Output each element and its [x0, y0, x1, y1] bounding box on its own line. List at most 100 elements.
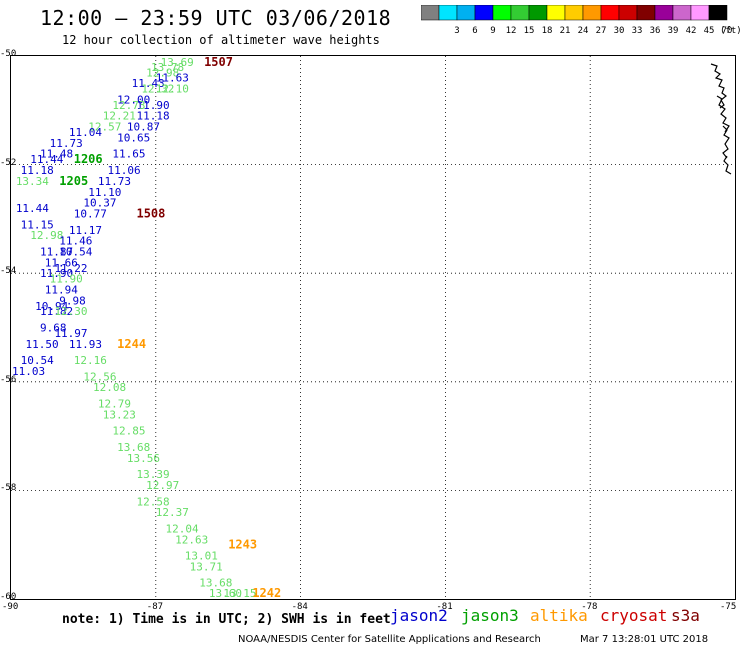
wave-height-label: 11.73 [50, 137, 83, 150]
latitude-tick-label: -52 [0, 157, 17, 168]
wave-height-label: 12.00 [117, 93, 150, 106]
wave-height-label: 11.44 [16, 202, 49, 215]
wave-height-label: 10.87 [127, 121, 160, 134]
color-swatch-label: 21 [559, 26, 571, 36]
wave-height-label: 9.68 [40, 322, 67, 335]
color-swatch-label: 9 [490, 26, 496, 36]
credit-timestamp: Mar 7 13:28:01 UTC 2018 [580, 634, 709, 645]
color-swatch-label: 70 [721, 26, 733, 36]
wave-height-label: 12.32 [141, 83, 174, 96]
longitude-tick-label: -75 [720, 602, 737, 612]
wave-height-label: 12.04 [165, 522, 198, 535]
color-swatch-label: 6 [472, 26, 478, 36]
credit-line: NOAA/NESDIS Center for Satellite Applica… [238, 634, 541, 645]
wave-height-label: 11.63 [156, 72, 189, 85]
wave-height-label: 10.54 [21, 354, 54, 367]
color-scale-swatches [420, 4, 728, 21]
wave-height-label: 11.04 [69, 126, 102, 139]
color-swatch-label: 12 [505, 26, 517, 36]
longitude-tick-label: -81 [436, 602, 453, 612]
color-swatch-label: 15 [523, 26, 535, 36]
color-swatch-label: 18 [541, 26, 553, 36]
wave-height-label: 11.03 [12, 365, 45, 378]
wave-height-label: 11.90 [40, 267, 73, 280]
color-swatch-label: 3 [454, 26, 460, 36]
latitude-tick-label: -54 [0, 266, 17, 277]
wave-height-label: 10.77 [74, 207, 107, 220]
color-swatch [438, 4, 458, 21]
page-title: 12:00 – 23:59 UTC 03/06/2018 [40, 6, 392, 30]
legend-item-altika: altika [530, 606, 588, 625]
longitude-tick-label: -87 [146, 602, 164, 612]
wave-height-label: 12.16 [74, 354, 107, 367]
wave-height-label: 11.90 [50, 273, 83, 286]
wave-height-label: 11.46 [59, 235, 92, 248]
color-swatch [546, 4, 566, 21]
wave-height-label: 12.10 [156, 83, 189, 96]
wave-height-label: 13.56 [127, 452, 160, 465]
color-swatch [636, 4, 656, 21]
color-scale: (ft) 3 6 9 12 15 18 21 24 27 30 33 36 39 42 45 70 [420, 4, 740, 45]
wave-height-label: 11.18 [136, 110, 169, 123]
color-swatch [582, 4, 602, 21]
color-swatch [528, 4, 548, 21]
color-swatch [618, 4, 638, 21]
wave-height-label: 11.97 [54, 327, 87, 340]
wave-height-label: 12.98 [30, 229, 63, 242]
wave-height-label: 13.68 [117, 441, 150, 454]
color-swatch-label: 33 [631, 26, 643, 36]
color-swatch [600, 4, 620, 21]
legend-item-jason2: jason2 [390, 606, 448, 625]
coastline [722, 125, 730, 159]
pass-time-label: 1242 [252, 586, 281, 599]
wave-height-label: 12.30 [54, 305, 87, 318]
wave-height-label: 13.60 [209, 587, 242, 599]
latitude-tick-label: -60 [0, 592, 17, 602]
latitude-tick-label: -58 [0, 483, 17, 494]
wave-height-label: 13.01 [185, 550, 218, 563]
wave-height-label: 12.58 [136, 495, 169, 508]
longitude-tick-label: -84 [291, 602, 308, 612]
pass-time-label: 1507 [204, 56, 233, 69]
wave-height-label: 9.98 [59, 294, 85, 307]
wave-height-label: 13.15 [223, 587, 256, 599]
coastline [716, 95, 730, 133]
wave-height-label: 12.08 [93, 381, 126, 394]
wave-height-label: 11.87 [40, 245, 73, 258]
wave-height-label: 11.94 [45, 283, 78, 296]
wave-height-label: 11.73 [98, 175, 131, 188]
wave-height-label: 11.43 [132, 77, 165, 90]
color-swatch [672, 4, 692, 21]
wave-height-label: 12.21 [103, 110, 136, 123]
wave-height-label: 11.06 [108, 164, 141, 177]
footer-note: note: 1) Time is in UTC; 2) SWH is in fe… [62, 612, 391, 627]
wave-height-label: 12.79 [98, 398, 131, 411]
wave-height-label: 12.85 [112, 425, 145, 438]
wave-height-label: 11.93 [69, 338, 102, 351]
map-panel[interactable]: 13.69 13.78 12.98 11.63 11.43 12.32 12.10 12.00… [10, 55, 736, 600]
wave-height-label: 11.82 [40, 305, 73, 318]
wave-height-label: 12.63 [175, 533, 208, 546]
wave-height-label: 11.90 [136, 99, 169, 112]
color-swatch [474, 4, 494, 21]
wave-height-label: 11.18 [21, 164, 54, 177]
color-swatch-label: 24 [577, 26, 589, 36]
latitude-tick-label: -56 [0, 374, 17, 385]
wave-height-label: 13.71 [190, 560, 223, 573]
wave-height-label: 10.54 [59, 245, 92, 258]
color-swatch-label: 39 [667, 26, 679, 36]
color-swatch [510, 4, 530, 21]
color-swatch [456, 4, 476, 21]
pass-time-label: 1244 [117, 337, 146, 351]
wave-height-label: 13.78 [151, 61, 184, 74]
wave-height-label: 11.44 [30, 153, 63, 166]
legend-item-cryosat: cryosat [600, 606, 668, 625]
page-subtitle: 12 hour collection of altimeter wave hei… [62, 33, 380, 47]
legend-item-s3a: s3a [671, 606, 700, 625]
color-swatch-label: 27 [595, 26, 607, 36]
wave-height-label: 13.23 [103, 408, 136, 421]
wave-height-label: 11.22 [54, 262, 87, 275]
longitude-tick-label: -78 [581, 602, 598, 612]
wave-height-label: 13.39 [136, 468, 169, 481]
wave-height-label: 11.65 [112, 148, 145, 161]
